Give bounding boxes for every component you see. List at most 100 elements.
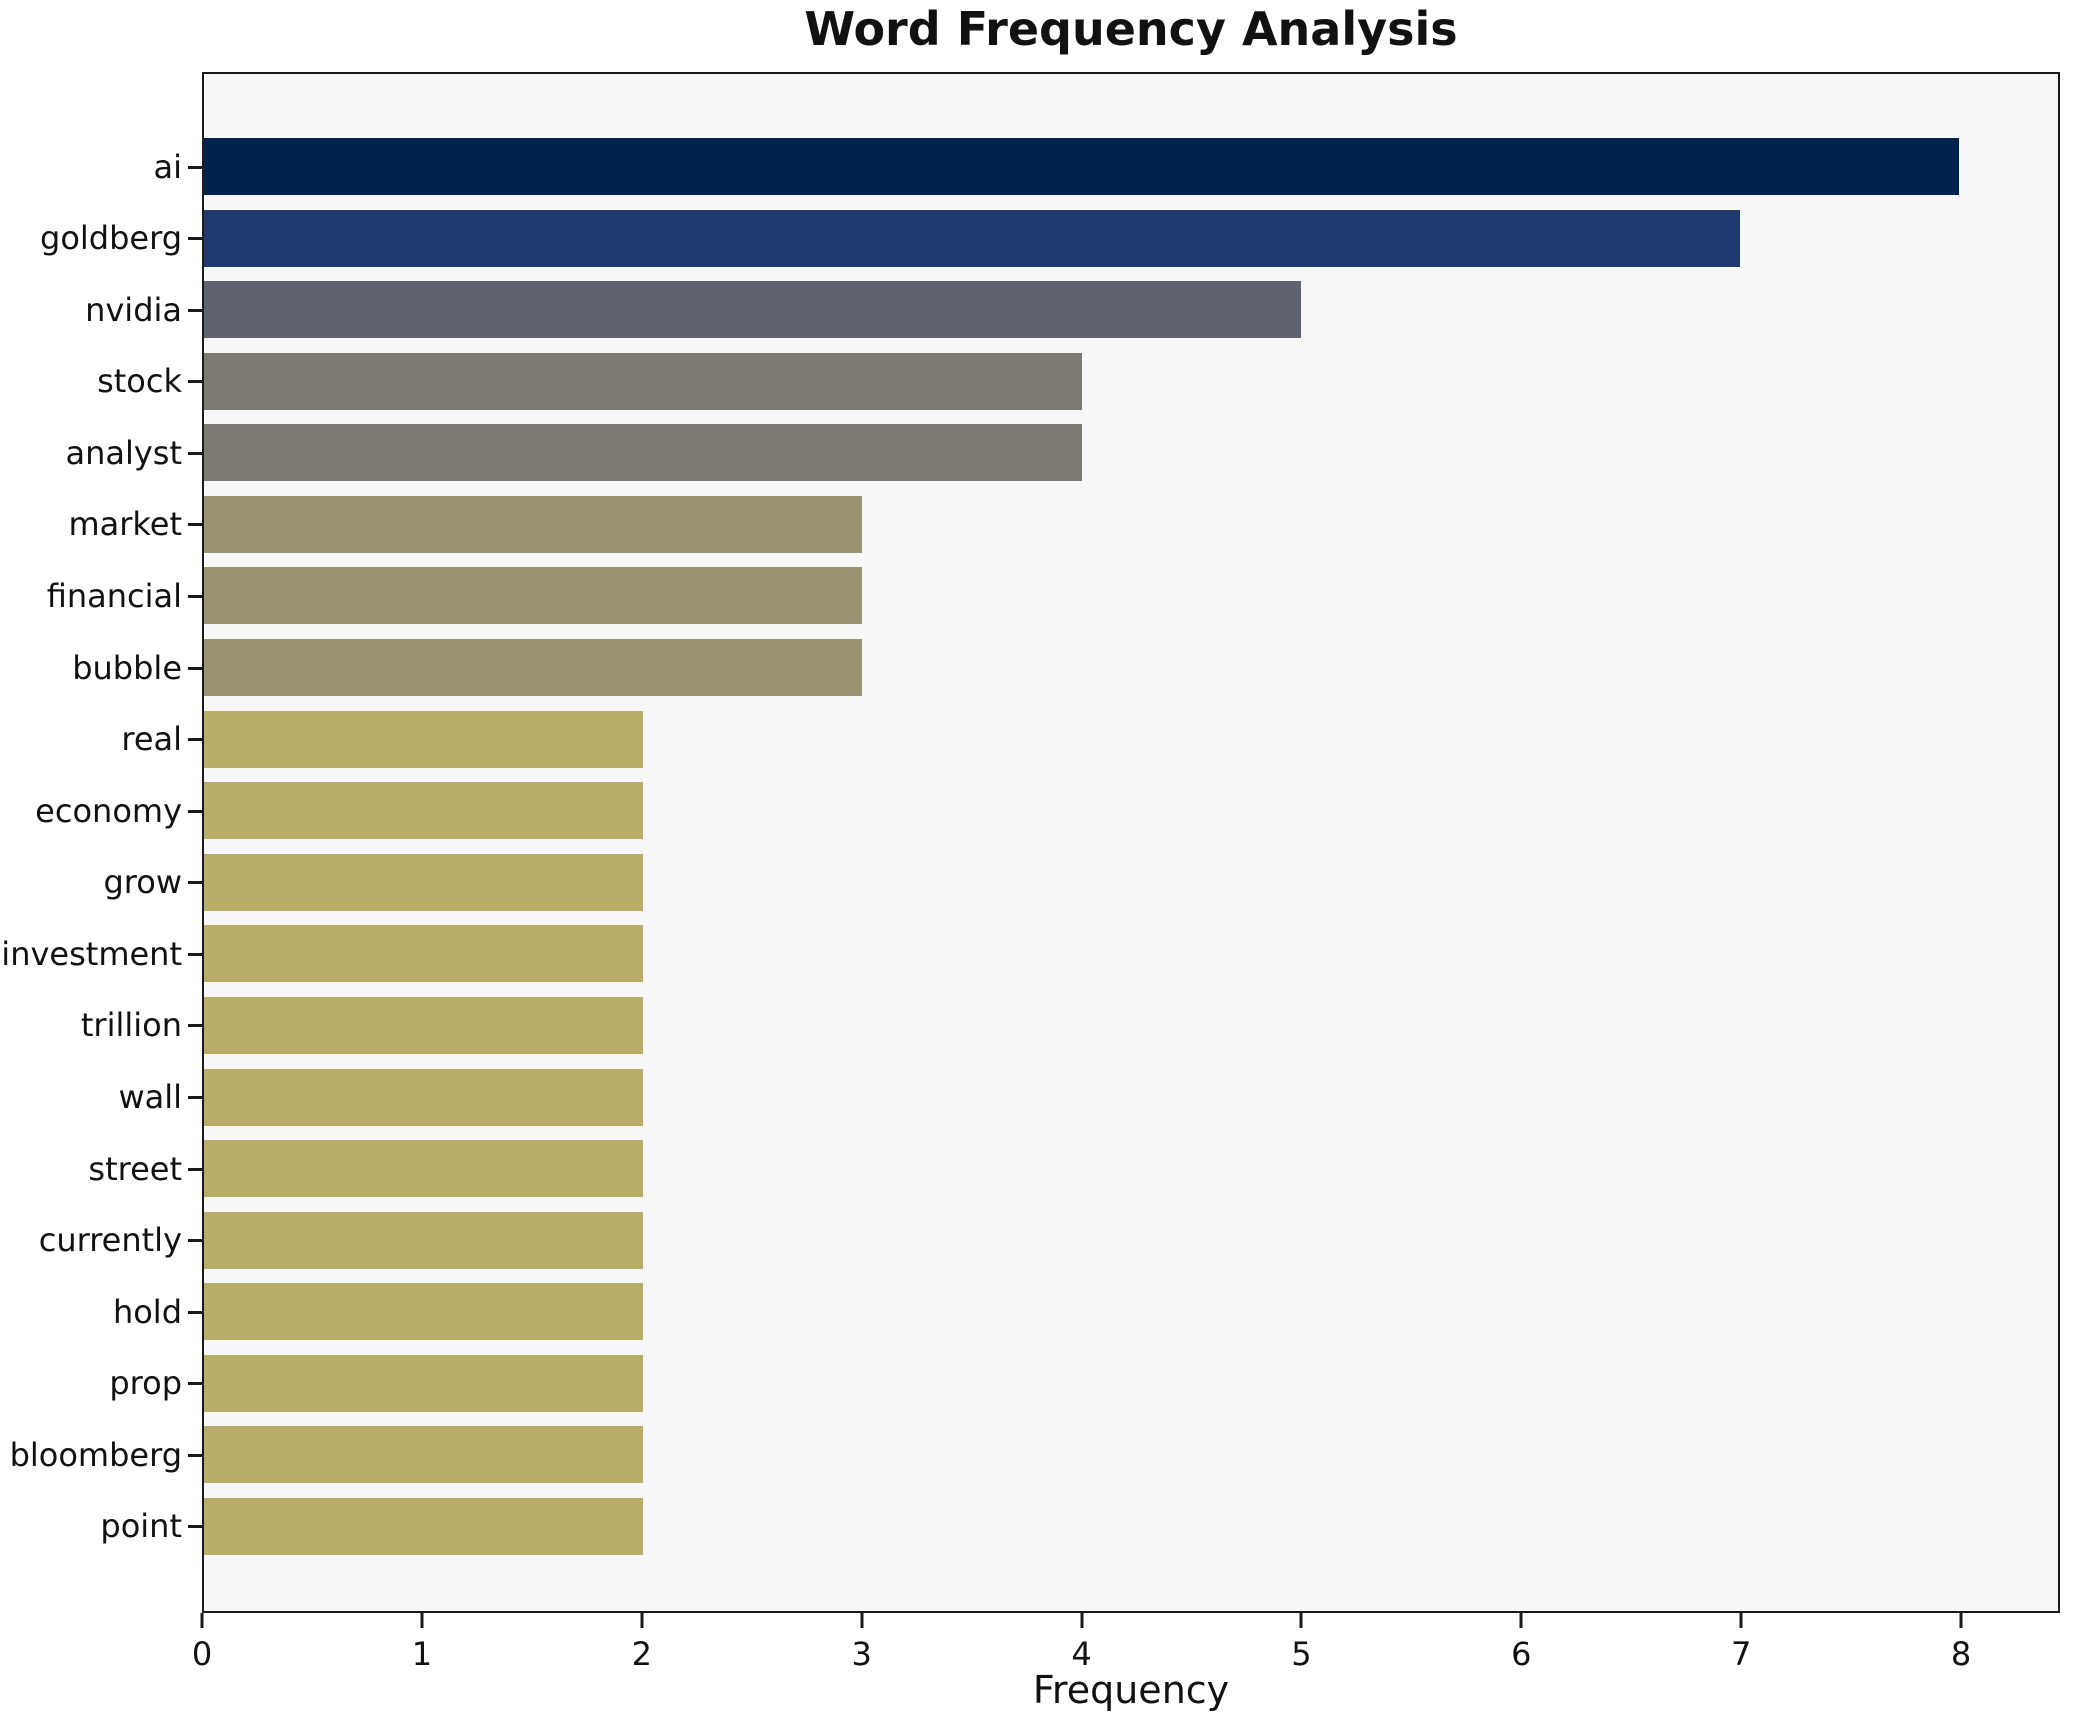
x-axis-tick bbox=[1080, 1613, 1084, 1628]
bar bbox=[204, 209, 1740, 267]
bar bbox=[204, 281, 1302, 339]
x-axis: 0 1 2 3 4 5 6 7 8 bbox=[192, 1613, 2060, 1722]
bar bbox=[204, 782, 643, 840]
bar-row: financial bbox=[47, 567, 2058, 625]
bar bbox=[204, 1068, 643, 1126]
bar-row: currently bbox=[39, 1211, 2058, 1269]
y-axis-label: prop bbox=[109, 1364, 182, 1403]
y-axis-tick bbox=[188, 881, 202, 885]
bar bbox=[204, 495, 863, 553]
bar-rows: ai goldberg nvidia stock analyst ma bbox=[1, 74, 2058, 1611]
bar-row: real bbox=[121, 710, 2058, 768]
x-axis-tick-label: 0 bbox=[191, 1635, 213, 1673]
bar bbox=[204, 1283, 643, 1341]
y-axis-tick bbox=[188, 380, 202, 384]
bar-row: street bbox=[88, 1140, 2058, 1198]
chart-title: Word Frequency Analysis bbox=[804, 2, 1458, 56]
bar-row: wall bbox=[118, 1068, 2058, 1126]
bar-row: trillion bbox=[81, 996, 2058, 1054]
y-axis-label: market bbox=[68, 505, 182, 544]
y-axis-label: trillion bbox=[80, 1006, 182, 1045]
y-axis-tick bbox=[188, 809, 202, 813]
bar bbox=[204, 567, 863, 625]
bar-row: investment bbox=[1, 925, 2058, 983]
x-axis-tick-label: 5 bbox=[1291, 1635, 1312, 1673]
y-axis-label: grow bbox=[103, 863, 182, 902]
bar-row: analyst bbox=[65, 424, 2058, 482]
bar bbox=[204, 853, 643, 911]
bar bbox=[204, 1497, 643, 1555]
bar bbox=[204, 352, 1082, 410]
y-axis-label: financial bbox=[46, 576, 182, 615]
bar bbox=[204, 1140, 643, 1198]
y-axis-label: bubble bbox=[72, 648, 182, 687]
plot-area: ai goldberg nvidia stock analyst ma bbox=[1, 72, 2060, 1613]
x-axis-tick bbox=[420, 1613, 424, 1628]
y-axis-label: wall bbox=[118, 1078, 182, 1117]
bar-row: goldberg bbox=[40, 209, 2058, 267]
y-axis-tick bbox=[188, 165, 202, 169]
x-axis-tick bbox=[640, 1613, 644, 1628]
bar-row: prop bbox=[109, 1354, 2058, 1412]
y-axis-tick bbox=[188, 1024, 202, 1028]
bar bbox=[204, 710, 643, 768]
y-axis-label: economy bbox=[35, 791, 182, 830]
y-axis-tick bbox=[188, 237, 202, 241]
y-axis-tick bbox=[188, 451, 202, 455]
x-axis-tick bbox=[1519, 1613, 1523, 1628]
y-axis-tick bbox=[188, 594, 202, 598]
bar-row: ai bbox=[154, 138, 2058, 195]
y-axis-label: investment bbox=[1, 934, 182, 973]
bar bbox=[204, 1354, 643, 1412]
x-axis-tick-label: 1 bbox=[411, 1635, 433, 1673]
x-axis-tick-label: 7 bbox=[1730, 1635, 1752, 1673]
bar-row: stock bbox=[97, 352, 2058, 410]
bar-row: bubble bbox=[72, 639, 2058, 697]
bar-row: bloomberg bbox=[10, 1426, 2058, 1484]
bar bbox=[204, 925, 643, 983]
y-axis-label: street bbox=[88, 1149, 182, 1188]
y-axis-label: ai bbox=[153, 147, 183, 186]
x-axis-tick bbox=[1299, 1613, 1303, 1628]
bar bbox=[204, 138, 1960, 195]
x-axis-tick-label: 3 bbox=[851, 1635, 872, 1673]
x-axis-tick-label: 8 bbox=[1950, 1635, 1972, 1673]
y-axis-label: point bbox=[100, 1507, 182, 1546]
y-axis-label: hold bbox=[112, 1292, 182, 1331]
y-axis-tick bbox=[188, 1453, 202, 1457]
bar-row: point bbox=[100, 1497, 2058, 1555]
y-axis-label: currently bbox=[38, 1221, 182, 1260]
bar bbox=[204, 1211, 643, 1269]
y-axis-label: bloomberg bbox=[9, 1435, 182, 1474]
y-axis-label: nvidia bbox=[85, 290, 182, 329]
bar-row: grow bbox=[103, 853, 2058, 911]
bar bbox=[204, 996, 643, 1054]
bar-row: economy bbox=[35, 782, 2058, 840]
x-axis-tick-label: 4 bbox=[1071, 1635, 1092, 1673]
bar bbox=[204, 639, 863, 697]
y-axis-label: goldberg bbox=[40, 219, 182, 258]
y-axis-tick bbox=[188, 523, 202, 527]
x-axis-tick-label: 6 bbox=[1511, 1635, 1532, 1673]
bar-row: nvidia bbox=[85, 281, 2058, 339]
y-axis-tick bbox=[188, 1239, 202, 1243]
x-axis-tick bbox=[1959, 1613, 1963, 1628]
y-axis-label: analyst bbox=[65, 433, 182, 472]
y-axis-tick bbox=[188, 308, 202, 312]
x-axis-tick bbox=[860, 1613, 864, 1628]
bar bbox=[204, 424, 1082, 482]
x-axis-tick bbox=[200, 1613, 204, 1628]
bar-row: market bbox=[68, 495, 2058, 553]
y-axis-tick bbox=[188, 1382, 202, 1386]
y-axis-tick bbox=[188, 952, 202, 956]
bar bbox=[204, 1426, 643, 1484]
bar-row: hold bbox=[113, 1283, 2058, 1341]
x-axis-label: Frequency bbox=[1032, 1668, 1230, 1712]
x-axis-tick-label: 2 bbox=[631, 1635, 652, 1673]
y-axis-tick bbox=[188, 1167, 202, 1171]
y-axis-tick bbox=[188, 666, 202, 670]
y-axis-tick bbox=[188, 738, 202, 742]
y-axis-tick bbox=[188, 1525, 202, 1529]
y-axis-tick bbox=[188, 1310, 202, 1314]
